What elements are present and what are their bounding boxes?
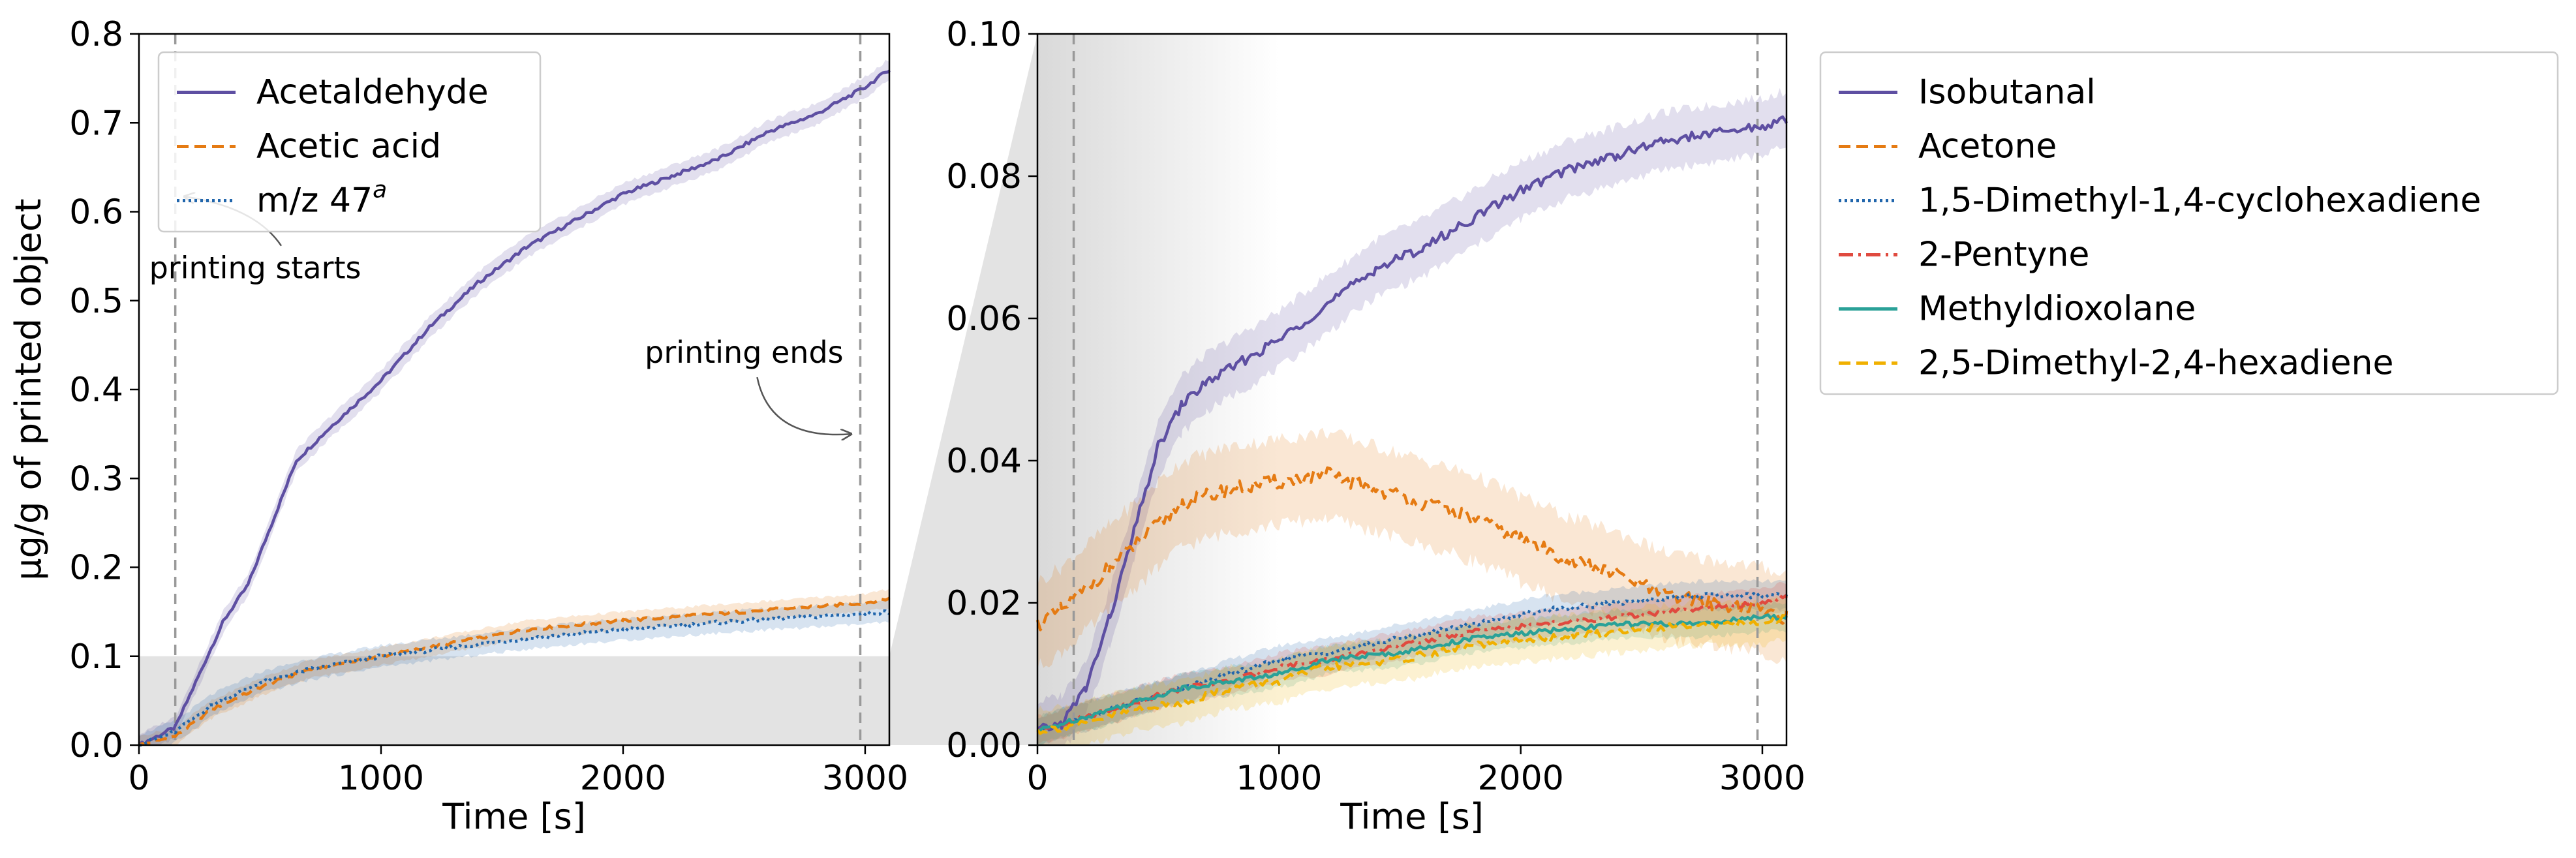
- series-line-left-acetaldehyde: [138, 69, 891, 746]
- legend-label: 1,5-Dimethyl-1,4-cyclohexadiene: [1918, 181, 2481, 221]
- zoom-gradient-shading: [1037, 34, 1280, 745]
- y-tick-label-left: 0.7: [69, 104, 123, 143]
- y-tick-label-right: 0.04: [946, 442, 1022, 481]
- legend-superscript: a: [373, 177, 387, 204]
- x-tick-label-left: 0: [128, 759, 149, 798]
- y-tick-label-left: 0.2: [69, 549, 123, 588]
- series-line-right-1-5-dimethyl-1-4-cyclohexadiene: [1037, 592, 1788, 733]
- band-left-m-z-47: [139, 599, 889, 745]
- legend-label-text: Acetic acid: [256, 127, 441, 166]
- legend-box: [1819, 51, 2559, 395]
- legend-label: Isobutanal: [1918, 73, 2096, 112]
- band-left-acetic-acid: [139, 589, 889, 745]
- y-tick-label-left: 0.5: [69, 282, 123, 321]
- x-tick-label-left: 1000: [338, 759, 424, 798]
- left-panel: 0 1000 2000 3000 0.0 0.1 0.2 0.3 0.4 0.5 0.6 0.7 0.8…: [8, 15, 908, 837]
- legend-label: Acetone: [1918, 127, 2057, 166]
- annotation-label: printing ends: [645, 335, 843, 370]
- legend-label-text: m/z 47: [256, 181, 373, 221]
- x-tick-label-right: 2000: [1477, 759, 1563, 798]
- right-x-axis-label: Time [s]: [1340, 796, 1484, 837]
- band-right-acetone: [1037, 427, 1786, 669]
- series-line-right-isobutanal: [1037, 115, 1788, 731]
- left-x-axis-label: Time [s]: [442, 796, 586, 837]
- legend-label-text: Acetaldehyde: [256, 73, 489, 112]
- x-tick-label-right: 1000: [1236, 759, 1322, 798]
- legend-label-text: Methyldioxolane: [1918, 290, 2196, 329]
- legend-label-text: 1,5-Dimethyl-1,4-cyclohexadiene: [1918, 181, 2481, 221]
- zoom-connector: [889, 34, 1037, 745]
- y-tick-label-left: 0.6: [69, 193, 123, 232]
- y-tick-label-left: 0.3: [69, 459, 123, 498]
- y-tick-label-left: 0.8: [69, 15, 123, 54]
- x-tick-label-right: 3000: [1719, 759, 1805, 798]
- series-line-right-2-pentyne: [1036, 594, 1788, 733]
- y-tick-label-right: 0.08: [946, 157, 1022, 196]
- y-tick-label-right: 0.00: [946, 726, 1022, 765]
- legend-label: 2,5-Dimethyl-2,4-hexadiene: [1918, 344, 2393, 383]
- series-line-left-acetic-acid: [138, 596, 891, 747]
- x-tick-label-left: 3000: [822, 759, 908, 798]
- legend-label-text: Isobutanal: [1918, 73, 2096, 112]
- zoom-region-highlight: [139, 656, 889, 745]
- band-right-2-pentyne: [1037, 581, 1786, 744]
- y-tick-label-left: 0.0: [69, 726, 123, 765]
- legend-label: 2-Pentyne: [1918, 236, 2089, 275]
- x-tick-label-right: 0: [1026, 759, 1048, 798]
- right-axes-frame: [1036, 33, 1788, 746]
- legend-label: Methyldioxolane: [1918, 290, 2196, 329]
- annotation-arrow: [756, 376, 851, 435]
- legend-box: [157, 51, 542, 233]
- legend-label-text: 2,5-Dimethyl-2,4-hexadiene: [1918, 344, 2393, 383]
- series-line-left-m-z-47: [139, 609, 891, 747]
- legend-label: Acetic acid: [256, 127, 441, 166]
- legend-label: Acetaldehyde: [256, 73, 489, 112]
- left-y-axis-label: µg/g of printed object: [8, 198, 49, 580]
- y-tick-label-right: 0.06: [946, 299, 1022, 339]
- legend-label-text: Acetone: [1918, 127, 2057, 166]
- band-right-isobutanal: [1037, 87, 1786, 745]
- legend-label: m/z 47a: [256, 177, 387, 221]
- y-tick-label-right: 0.10: [946, 15, 1022, 54]
- legend-label-text: 2-Pentyne: [1918, 236, 2089, 275]
- series-line-right-methyldioxolane: [1037, 613, 1788, 733]
- right-panel: 0 1000 2000 3000 0.00 0.02 0.04 0.06 0.08 0.10 Ti…: [946, 15, 1805, 837]
- y-tick-label-right: 0.02: [946, 584, 1022, 623]
- annotation-label: printing starts: [149, 251, 361, 286]
- x-tick-label-left: 2000: [580, 759, 666, 798]
- y-tick-label-left: 0.1: [69, 637, 123, 677]
- series-line-right-2-5-dimethyl-2-4-hexadiene: [1036, 613, 1788, 735]
- band-right-1-5-dimethyl-1-4-cyclohexadiene: [1037, 579, 1786, 745]
- series-line-right-acetone: [1035, 466, 1788, 632]
- y-tick-label-left: 0.4: [69, 371, 123, 410]
